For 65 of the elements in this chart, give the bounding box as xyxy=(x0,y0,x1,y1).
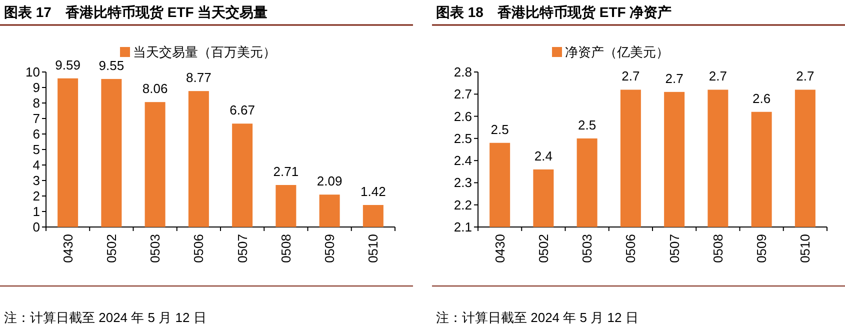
x-tick-label: 0430 xyxy=(60,234,76,263)
x-tick-label: 0507 xyxy=(666,234,682,263)
y-tick-label: 2.3 xyxy=(454,175,472,190)
y-tick-label: 3 xyxy=(32,173,40,188)
data-label: 8.06 xyxy=(142,81,168,96)
bar xyxy=(362,204,384,227)
data-label: 2.4 xyxy=(534,148,552,164)
data-label: 2.09 xyxy=(316,174,342,189)
y-tick-label: 5 xyxy=(32,142,40,157)
x-tick-label: 0430 xyxy=(492,234,508,263)
text: 注：计算日截至 2024 年 5 月 12 日 xyxy=(436,310,638,325)
data-label: 9.59 xyxy=(55,57,80,72)
chart-title: 图表 18 香港比特币现货 ETF 净资产 xyxy=(436,4,672,20)
x-tick-label: 0502 xyxy=(536,234,551,263)
x-tick-label: 0510 xyxy=(798,234,813,263)
y-tick-label: 2.5 xyxy=(454,130,472,146)
text: 注：计算日截至 2024 年 5 月 12 日 xyxy=(4,310,206,325)
bar xyxy=(58,78,78,227)
x-tick-label: 0508 xyxy=(710,234,726,263)
data-label: 2.7 xyxy=(622,68,640,84)
y-tick-label: 4 xyxy=(32,158,40,172)
y-tick-label: 1 xyxy=(32,204,40,219)
data-label: 9.55 xyxy=(98,58,124,73)
data-label: 8.77 xyxy=(186,70,212,86)
x-tick-label: 0506 xyxy=(623,234,638,263)
x-tick-label: 0503 xyxy=(580,234,595,263)
data-label: 2.71 xyxy=(273,164,299,179)
y-tick-label: 7 xyxy=(32,111,40,126)
chart-title: 图表 17 香港比特币现货 ETF 当天交易量 xyxy=(4,4,268,20)
data-label: 2.6 xyxy=(752,90,771,106)
data-label: 2.7 xyxy=(796,68,814,84)
y-tick-label: 2.4 xyxy=(454,153,472,168)
y-tick-label: 10 xyxy=(26,64,40,80)
y-tick-label: 2.7 xyxy=(454,86,472,102)
x-tick-label: 0508 xyxy=(278,234,294,263)
bar xyxy=(188,91,209,227)
bar xyxy=(232,124,253,227)
x-tick-label: 0510 xyxy=(366,234,381,263)
data-label: 6.67 xyxy=(230,102,255,118)
y-tick-label: 8 xyxy=(32,96,40,110)
x-tick-label: 0502 xyxy=(104,234,119,263)
y-tick-label: 2.2 xyxy=(454,197,472,212)
y-tick-label: 2.8 xyxy=(454,64,472,80)
data-label: 2.7 xyxy=(665,70,684,86)
y-tick-label: 0 xyxy=(32,220,40,234)
data-label: 2.7 xyxy=(708,68,727,84)
legend-label: 净资产（亿美元） xyxy=(565,44,669,60)
legend-label: 当天交易量（百万美元） xyxy=(133,44,276,60)
data-label: 2.5 xyxy=(490,122,509,137)
y-tick-label: 6 xyxy=(32,126,40,142)
x-tick-label: 0503 xyxy=(148,234,163,263)
x-tick-label: 0507 xyxy=(234,234,250,263)
data-label: 1.42 xyxy=(360,184,386,199)
y-tick-label: 2.1 xyxy=(454,220,472,234)
data-label: 2.5 xyxy=(578,117,596,132)
y-tick-label: 2 xyxy=(32,188,40,204)
y-tick-label: 2.6 xyxy=(454,108,472,124)
y-tick-label: 9 xyxy=(32,80,40,95)
bar xyxy=(276,184,296,227)
bar xyxy=(144,102,166,227)
bar xyxy=(319,194,340,227)
x-tick-label: 0506 xyxy=(191,234,206,263)
bar xyxy=(101,78,122,227)
x-tick-label: 0509 xyxy=(754,234,770,263)
x-tick-label: 0509 xyxy=(322,234,338,263)
